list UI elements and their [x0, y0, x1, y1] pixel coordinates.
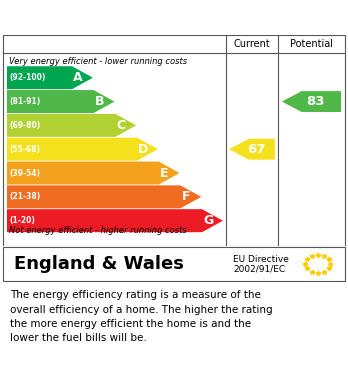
Text: The energy efficiency rating is a measure of the
overall efficiency of a home. T: The energy efficiency rating is a measur…	[10, 290, 273, 343]
Text: B: B	[95, 95, 104, 108]
Text: (21-38): (21-38)	[10, 192, 41, 201]
Text: (55-68): (55-68)	[10, 145, 41, 154]
Text: (1-20): (1-20)	[10, 216, 35, 225]
Text: Very energy efficient - lower running costs: Very energy efficient - lower running co…	[9, 57, 187, 66]
Polygon shape	[229, 139, 275, 160]
Text: G: G	[203, 214, 213, 227]
Text: 67: 67	[247, 143, 265, 156]
Text: Potential: Potential	[290, 39, 333, 49]
Text: E: E	[160, 167, 168, 179]
Polygon shape	[7, 114, 136, 137]
Text: Energy Efficiency Rating: Energy Efficiency Rating	[9, 11, 230, 26]
Polygon shape	[7, 209, 223, 232]
Text: (39-54): (39-54)	[10, 169, 41, 178]
Text: D: D	[138, 143, 148, 156]
Text: (92-100): (92-100)	[10, 73, 46, 82]
Text: (81-91): (81-91)	[10, 97, 41, 106]
Text: EU Directive: EU Directive	[233, 255, 289, 264]
Polygon shape	[7, 66, 93, 89]
Polygon shape	[7, 90, 114, 113]
Text: F: F	[181, 190, 190, 203]
Text: Current: Current	[234, 39, 270, 49]
Polygon shape	[7, 161, 180, 185]
Text: 2002/91/EC: 2002/91/EC	[233, 265, 285, 274]
Text: 83: 83	[306, 95, 325, 108]
Polygon shape	[282, 91, 341, 112]
Text: England & Wales: England & Wales	[14, 255, 184, 273]
Polygon shape	[7, 185, 201, 208]
Text: (69-80): (69-80)	[10, 121, 41, 130]
Text: C: C	[116, 119, 126, 132]
Text: A: A	[73, 71, 83, 84]
Text: Not energy efficient - higher running costs: Not energy efficient - higher running co…	[9, 226, 187, 235]
Polygon shape	[7, 138, 158, 161]
